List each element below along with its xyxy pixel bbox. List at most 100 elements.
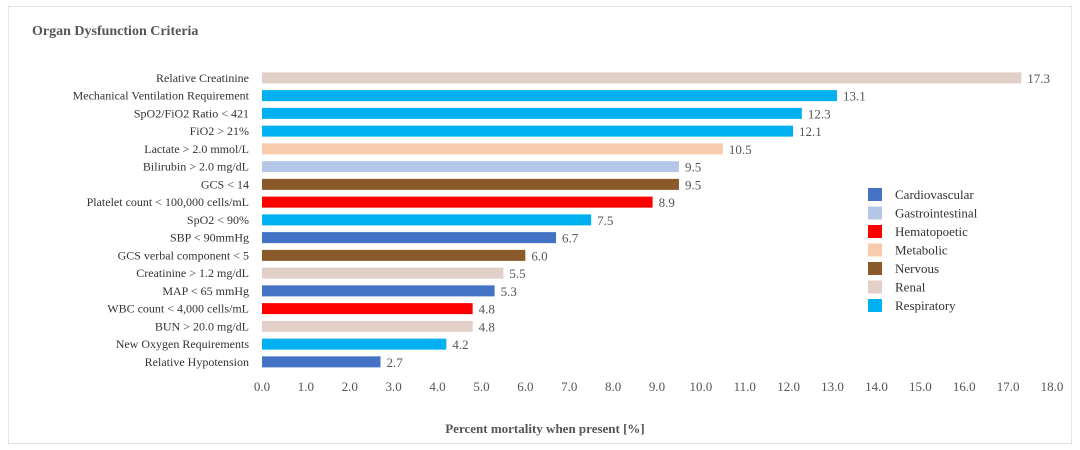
chart-title: Organ Dysfunction Criteria <box>32 24 199 39</box>
bar-group: Lactate > 2.0 mmol/L 10.5 <box>144 142 751 157</box>
legend-swatch <box>868 299 882 312</box>
bar-category-label: GCS < 14 <box>201 177 249 191</box>
x-tick-label: 17.0 <box>997 379 1020 394</box>
x-tick-label: 1.0 <box>298 379 314 394</box>
bar <box>262 338 447 350</box>
bar-group: WBC count < 4,000 cells/mL 4.8 <box>107 302 495 317</box>
legend-label: Respiratory <box>895 298 956 313</box>
legend-item: Cardiovascular <box>868 187 974 202</box>
bars-layer: Relative Creatinine 17.3 Mechanical Ventil… <box>73 71 1050 370</box>
bar-value-label: 5.5 <box>509 266 525 281</box>
bar-group: SBP < 90mmHg 6.7 <box>170 231 579 246</box>
x-tick-label: 2.0 <box>342 379 358 394</box>
legend-swatch <box>868 262 882 275</box>
bar-category-label: SBP < 90mmHg <box>170 231 249 245</box>
x-tick-label: 3.0 <box>386 379 402 394</box>
bar-value-label: 17.3 <box>1027 71 1050 86</box>
legend-item: Metabolic <box>868 243 948 258</box>
bar <box>262 303 473 315</box>
x-tick-label: 4.0 <box>429 379 445 394</box>
bar-category-label: Relative Hypotension <box>145 355 249 369</box>
bar-group: Creatinine > 1.2 mg/dL 5.5 <box>136 266 525 281</box>
x-tick-label: 18.0 <box>1041 379 1064 394</box>
legend-item: Renal <box>868 280 926 295</box>
bar-group: MAP < 65 mmHg 5.3 <box>162 284 517 299</box>
x-axis-title: Percent mortality when present [%] <box>445 421 645 436</box>
bar-category-label: New Oxygen Requirements <box>116 337 250 351</box>
bar-category-label: SpO2/FiO2 Ratio < 421 <box>134 106 249 120</box>
bar-value-label: 6.7 <box>562 231 579 246</box>
x-tick-label: 0.0 <box>254 379 270 394</box>
bar-value-label: 12.3 <box>808 106 831 121</box>
legend-swatch <box>868 243 882 257</box>
bar <box>262 249 526 261</box>
bar <box>262 196 653 208</box>
x-tick-label: 13.0 <box>821 379 844 394</box>
x-tick-label: 9.0 <box>649 379 665 394</box>
bar <box>262 214 592 226</box>
bar <box>262 161 679 173</box>
bar-group: GCS < 14 9.5 <box>201 177 701 192</box>
bar-value-label: 6.0 <box>531 248 547 263</box>
bar-category-label: GCS verbal component < 5 <box>118 248 249 262</box>
bar-category-label: SpO2 < 90% <box>187 213 249 227</box>
bar-group: Bilirubin > 2.0 mg/dL 9.5 <box>143 160 701 175</box>
bar-category-label: Platelet count < 100,000 cells/mL <box>87 195 249 209</box>
legend-item: Respiratory <box>868 298 956 313</box>
bar <box>262 107 802 119</box>
bar-group: Mechanical Ventilation Requirement 13.1 <box>73 89 866 104</box>
x-tick-label: 8.0 <box>605 379 621 394</box>
bar-group: Relative Hypotension 2.7 <box>145 355 404 370</box>
legend-label: Cardiovascular <box>895 187 974 202</box>
bar-group: SpO2/FiO2 Ratio < 421 12.3 <box>134 106 831 121</box>
bar-category-label: Lactate > 2.0 mmol/L <box>144 142 249 156</box>
legend-swatch <box>868 188 882 201</box>
bar <box>262 90 837 102</box>
legend-item: Nervous <box>868 261 939 276</box>
legend-item: Hematopoetic <box>868 224 968 239</box>
bar-value-label: 9.5 <box>685 177 701 192</box>
x-tick-label: 7.0 <box>561 379 577 394</box>
bar-group: FiO2 > 21% 12.1 <box>190 124 822 139</box>
bar-value-label: 10.5 <box>729 142 752 157</box>
x-tick-label: 10.0 <box>690 379 713 394</box>
bar-category-label: Relative Creatinine <box>156 71 249 85</box>
x-tick-label: 12.0 <box>777 379 800 394</box>
bar-value-label: 12.1 <box>799 124 822 139</box>
bar <box>262 267 504 279</box>
bar <box>262 178 679 190</box>
legend-label: Metabolic <box>895 243 948 258</box>
legend-label: Nervous <box>895 261 939 276</box>
x-tick-label: 16.0 <box>953 379 976 394</box>
legend: Cardiovascular Gastrointestinal Hematopoet… <box>868 187 978 313</box>
bar-category-label: FiO2 > 21% <box>190 124 249 138</box>
bar <box>262 232 557 244</box>
bar-value-label: 4.2 <box>452 337 468 352</box>
legend-swatch <box>868 206 882 220</box>
bar-group: New Oxygen Requirements 4.2 <box>116 337 469 352</box>
x-tick-label: 15.0 <box>909 379 932 394</box>
bar-value-label: 2.7 <box>387 355 404 370</box>
bar-value-label: 7.5 <box>597 213 613 228</box>
legend-label: Gastrointestinal <box>895 206 978 221</box>
bar-value-label: 4.8 <box>479 302 495 317</box>
bar-group: GCS verbal component < 5 6.0 <box>118 248 548 263</box>
legend-label: Renal <box>895 280 926 295</box>
bar-category-label: WBC count < 4,000 cells/mL <box>107 302 249 316</box>
bar-group: BUN > 20.0 mg/dL 4.8 <box>155 319 495 334</box>
bar-category-label: Bilirubin > 2.0 mg/dL <box>143 160 249 174</box>
bar-category-label: Creatinine > 1.2 mg/dL <box>136 266 249 280</box>
bar-group: Relative Creatinine 17.3 <box>156 71 1050 86</box>
legend-swatch <box>868 280 882 294</box>
x-tick-label: 6.0 <box>517 379 533 394</box>
x-tick-label: 11.0 <box>734 379 756 394</box>
bar-value-label: 9.5 <box>685 160 701 175</box>
bar <box>262 356 381 368</box>
bar-category-label: BUN > 20.0 mg/dL <box>155 319 249 333</box>
bar <box>262 125 794 137</box>
bar <box>262 285 495 297</box>
bar-group: SpO2 < 90% 7.5 <box>187 213 614 228</box>
legend-label: Hematopoetic <box>895 224 968 239</box>
legend-swatch <box>868 225 882 238</box>
